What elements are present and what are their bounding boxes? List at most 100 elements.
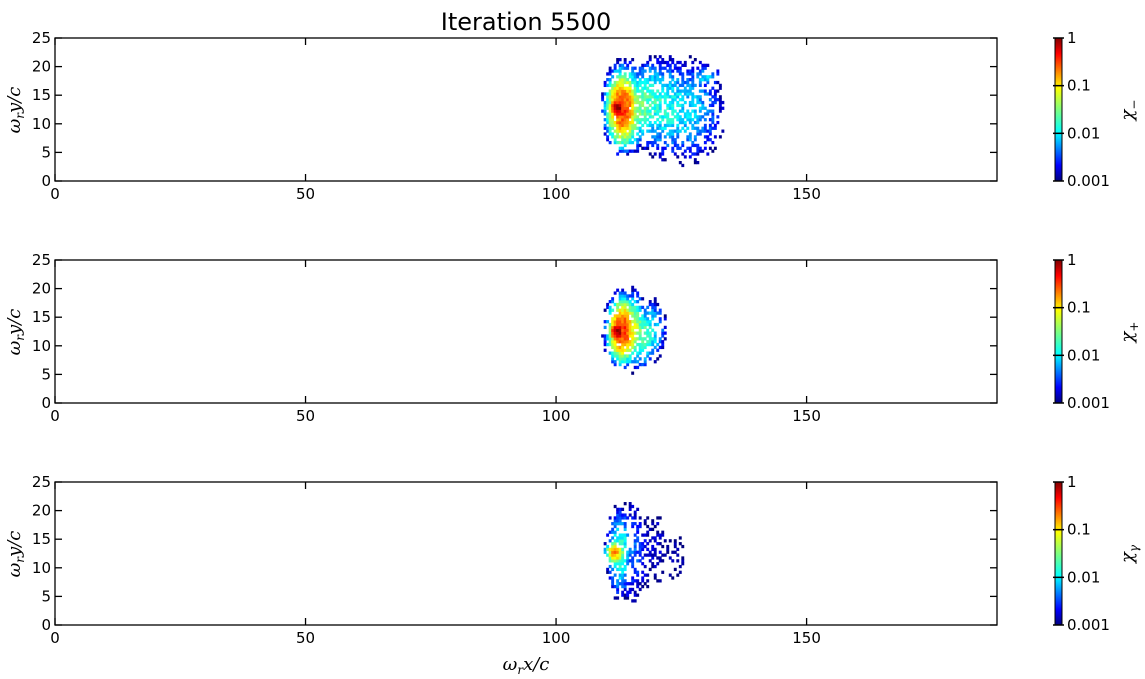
heatmap-cell: [626, 63, 630, 67]
heatmap-cell: [616, 308, 620, 312]
colorbar: [1054, 259, 1063, 404]
heatmap-cell: [638, 106, 642, 110]
heatmap-cell: [658, 123, 662, 128]
heatmap-cell: [623, 118, 627, 122]
heatmap-cell: [676, 115, 680, 119]
heatmap-cell: [646, 109, 650, 113]
heatmap-cell: [636, 72, 640, 76]
heatmap-cell: [611, 100, 615, 105]
heatmap-cell: [608, 80, 612, 85]
heatmap-cell: [616, 340, 620, 344]
heatmap-cell: [646, 106, 650, 110]
heatmap-cell: [618, 308, 622, 312]
heatmap-cell: [638, 550, 642, 554]
heatmap-cell: [638, 544, 642, 549]
heatmap-cell: [608, 305, 612, 310]
axes-frame: [54, 259, 998, 404]
heatmap-cell: [691, 123, 695, 128]
heatmap-cell: [631, 95, 635, 99]
heatmap-cell: [613, 354, 617, 358]
heatmap-cell: [618, 86, 622, 90]
heatmap-cell: [618, 340, 622, 344]
heatmap-cell: [638, 524, 642, 529]
heatmap-cell: [671, 69, 675, 73]
heatmap-cell: [656, 106, 660, 110]
heatmap-cell: [678, 542, 682, 546]
heatmap-cell: [631, 118, 635, 122]
heatmap-cell: [656, 556, 660, 560]
heatmap-cell: [616, 351, 620, 355]
heatmap-cell: [638, 582, 642, 586]
heatmap-cell: [713, 100, 717, 105]
heatmap-cell: [651, 308, 655, 312]
heatmap-cell: [643, 553, 647, 557]
heatmap-cell: [626, 348, 630, 352]
heatmap-cell: [628, 135, 632, 139]
y-tick-label: 15: [32, 308, 51, 326]
heatmap-cell: [618, 553, 622, 557]
heatmap-cell: [693, 115, 697, 119]
heatmap-cell: [688, 149, 692, 153]
heatmap-cell: [618, 140, 622, 145]
heatmap-cell: [626, 362, 630, 367]
heatmap-cell: [661, 570, 665, 574]
heatmap-cell: [618, 360, 622, 364]
heatmap-cell: [661, 129, 665, 133]
heatmap-cell: [718, 83, 722, 88]
heatmap-cell: [643, 146, 647, 150]
heatmap-cell: [631, 58, 635, 62]
heatmap-cell: [636, 360, 640, 364]
heatmap-cell: [643, 325, 647, 330]
heatmap-cell: [613, 348, 617, 352]
heatmap-cell: [706, 92, 710, 96]
heatmap-cell: [716, 115, 720, 119]
heatmap-cell: [646, 112, 650, 116]
heatmap-cell: [666, 120, 670, 125]
heatmap-cell: [671, 135, 675, 139]
heatmap-cell: [666, 69, 670, 73]
heatmap-cell: [686, 92, 690, 96]
heatmap-cell: [658, 95, 662, 99]
heatmap-cell: [691, 69, 695, 73]
heatmap-cell: [623, 140, 627, 145]
heatmap-cell: [643, 115, 647, 119]
heatmap-cell: [698, 83, 702, 88]
heatmap-cell: [603, 106, 607, 110]
heatmap-cells: [601, 285, 667, 375]
heatmap-cell: [628, 126, 632, 130]
heatmap-cell: [626, 80, 630, 85]
heatmap-cell: [623, 564, 627, 569]
heatmap-cell: [643, 308, 647, 312]
heatmap-cell: [648, 539, 652, 543]
heatmap-cell: [711, 86, 715, 90]
heatmap-cell: [613, 533, 617, 537]
heatmap-cell: [621, 360, 625, 364]
heatmap-cell: [663, 317, 667, 321]
heatmap-cell: [621, 135, 625, 139]
heatmap-cell: [621, 109, 625, 113]
heatmap-cell: [603, 123, 607, 128]
heatmap-cell: [663, 140, 667, 145]
heatmap-cell: [681, 152, 685, 156]
heatmap-cell: [616, 579, 620, 583]
heatmap-cell: [616, 567, 620, 572]
heatmap-cell: [633, 83, 637, 88]
heatmap-cell: [713, 92, 717, 96]
heatmap-cell: [656, 112, 660, 116]
heatmap-cell: [636, 146, 640, 150]
heatmap-cell: [631, 308, 635, 312]
heatmap-cell: [658, 66, 662, 70]
heatmap-cell: [626, 123, 630, 128]
heatmap-cell: [626, 596, 630, 600]
heatmap-cell: [691, 126, 695, 130]
heatmap-cell: [633, 340, 637, 344]
heatmap-cell: [611, 527, 615, 532]
heatmap-cell: [603, 132, 607, 136]
heatmap-cell: [653, 305, 657, 310]
heatmap-cell: [651, 556, 655, 560]
heatmap-cell: [626, 322, 630, 327]
heatmap-cell: [653, 152, 657, 156]
heatmap-cell: [638, 143, 642, 148]
